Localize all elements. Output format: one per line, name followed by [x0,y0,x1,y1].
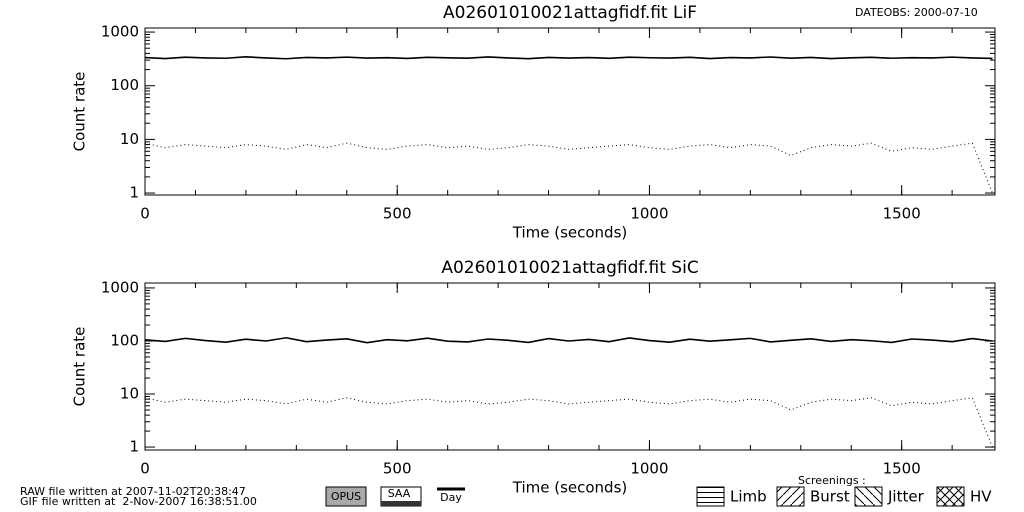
x-tick-label: 0 [140,205,150,223]
y-tick-label: 1000 [101,278,139,296]
screenings-title: Screenings : [798,474,866,487]
x-tick-label: 500 [383,205,412,223]
gif-note: GIF file written at 2-Nov-2007 16:38:51.… [20,495,257,508]
y-axis-label: Count rate [71,72,89,152]
x-tick-label: 1000 [630,205,668,223]
y-tick-label: 1000 [101,23,139,41]
data-line [144,336,993,344]
opus-label: OPUS [331,490,361,503]
y-tick-label: 1 [129,184,139,202]
y-axis-label: Count rate [71,327,89,407]
y-tick-label: 10 [120,130,139,148]
x-tick-label: 500 [383,460,412,478]
opus-key: OPUS [325,486,367,507]
x-tick-label: 1500 [883,205,921,223]
burst-swatch [776,486,805,507]
hv-swatch [936,486,965,507]
data-line [144,142,993,194]
limb-label: Limb [730,488,767,506]
day-label: Day [440,491,462,504]
y-tick-label: 10 [120,385,139,403]
plot-frame [144,27,996,196]
chart-title: A02601010021attagfidf.fit SiC [441,258,698,278]
day-key: Day [437,487,465,504]
jitter-swatch [854,486,883,507]
x-tick-label: 1000 [630,460,668,478]
data-line [144,56,993,60]
saa-key: SAA [380,486,422,507]
saa-label: SAA [388,487,411,500]
y-tick-label: 100 [110,331,139,349]
raw-note: RAW file written at 2007-11-02T20:38:47 [20,485,246,498]
plot-frame [144,282,996,451]
hv-label: HV [970,488,992,506]
y-tick-label: 100 [110,76,139,94]
burst-label: Burst [810,488,850,506]
dateobs: DATEOBS: 2000-07-10 [855,6,978,19]
data-line [144,397,993,448]
x-axis-label: Time (seconds) [512,224,628,242]
jitter-label: Jitter [887,488,925,506]
limb-swatch [696,486,725,507]
x-tick-label: 0 [140,460,150,478]
y-tick-label: 1 [129,438,139,456]
chart-title: A02601010021attagfidf.fit LiF [443,3,697,23]
x-tick-label: 1500 [883,460,921,478]
x-axis-label: Time (seconds) [512,479,628,497]
